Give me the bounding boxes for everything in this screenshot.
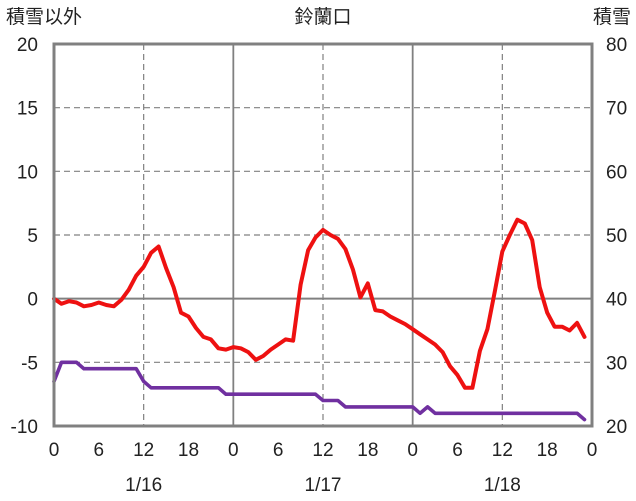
temperature-line bbox=[52, 217, 587, 390]
y-left-tick-label: 0 bbox=[27, 290, 38, 311]
snow-depth-line bbox=[52, 360, 587, 422]
y-left-tick-label: 15 bbox=[17, 99, 38, 120]
y-left-tick-label: 10 bbox=[17, 162, 38, 183]
y-right-tick-label: 20 bbox=[606, 417, 627, 438]
y-left-tick-label: -10 bbox=[11, 417, 38, 438]
x-date-label: 1/18 bbox=[484, 475, 521, 496]
x-tick-label: 18 bbox=[178, 440, 199, 461]
x-tick-label: 18 bbox=[357, 440, 378, 461]
plot-frame bbox=[52, 42, 594, 428]
x-date-label: 1/16 bbox=[125, 475, 162, 496]
y-right-tick-label: 80 bbox=[606, 35, 627, 56]
y-left-tick-label: 20 bbox=[17, 35, 38, 56]
x-tick-label: 18 bbox=[537, 440, 558, 461]
y-right-tick-label: 70 bbox=[606, 99, 627, 120]
x-date-label: 1/17 bbox=[305, 475, 342, 496]
data-series bbox=[52, 217, 587, 422]
x-tick-label: 12 bbox=[492, 440, 513, 461]
chart-title: 鈴蘭口 bbox=[294, 6, 351, 28]
y-right-tick-label: 50 bbox=[606, 226, 627, 247]
y-left-axis-label: 積雪以外 bbox=[6, 6, 82, 28]
x-tick-label: 0 bbox=[407, 440, 418, 461]
x-tick-label: 6 bbox=[273, 440, 284, 461]
y-left-tick-label: 5 bbox=[27, 226, 38, 247]
gridlines bbox=[54, 44, 592, 426]
y-left-tick-label: -5 bbox=[21, 353, 38, 374]
x-tick-label: 0 bbox=[49, 440, 60, 461]
y-right-tick-label: 40 bbox=[606, 290, 627, 311]
x-tick-label: 12 bbox=[312, 440, 333, 461]
x-tick-label: 0 bbox=[228, 440, 239, 461]
x-tick-label: 0 bbox=[587, 440, 598, 461]
y-right-tick-label: 60 bbox=[606, 162, 627, 183]
y-right-axis-label: 積雪 bbox=[593, 6, 631, 28]
x-tick-label: 12 bbox=[133, 440, 154, 461]
x-tick-label: 6 bbox=[94, 440, 105, 461]
y-right-tick-label: 30 bbox=[606, 353, 627, 374]
x-tick-label: 6 bbox=[452, 440, 463, 461]
